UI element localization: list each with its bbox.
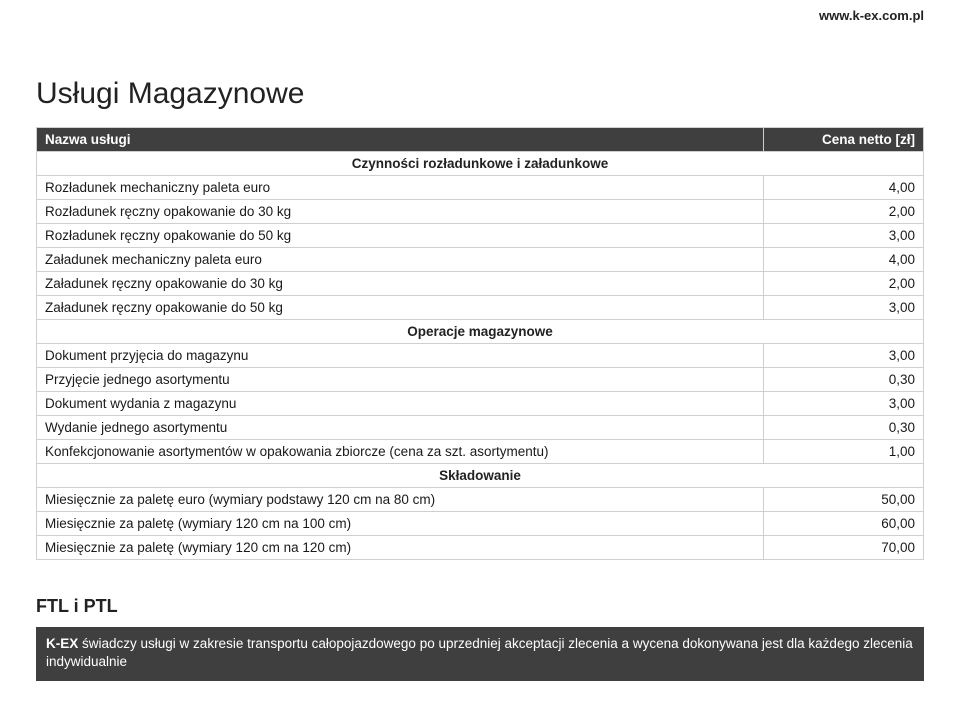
row-label: Miesięcznie za paletę (wymiary 120 cm na… [37,536,764,560]
document-page: www.k-ex.com.pl Usługi Magazynowe Nazwa … [0,0,960,701]
site-url: www.k-ex.com.pl [36,8,924,23]
row-label: Załadunek mechaniczny paleta euro [37,248,764,272]
row-value: 0,30 [764,416,924,440]
table-row: Rozładunek ręczny opakowanie do 50 kg3,0… [37,224,924,248]
section-heading: Operacje magazynowe [37,320,924,344]
table-row: Przyjęcie jednego asortymentu0,30 [37,368,924,392]
table-row: Miesięcznie za paletę euro (wymiary pods… [37,488,924,512]
ftl-heading: FTL i PTL [36,596,924,617]
ftl-brand: K-EX [46,636,78,651]
col-header-name: Nazwa usługi [37,128,764,152]
ftl-text: świadczy usługi w zakresie transportu ca… [46,636,913,669]
row-value: 60,00 [764,512,924,536]
row-value: 3,00 [764,392,924,416]
row-label: Dokument przyjęcia do magazynu [37,344,764,368]
page-title: Usługi Magazynowe [36,77,924,111]
table-row: Dokument przyjęcia do magazynu3,00 [37,344,924,368]
section-heading-row: Czynności rozładunkowe i załadunkowe [37,152,924,176]
table-row: Załadunek ręczny opakowanie do 30 kg2,00 [37,272,924,296]
section-heading-row: Składowanie [37,464,924,488]
table-row: Miesięcznie za paletę (wymiary 120 cm na… [37,512,924,536]
row-label: Konfekcjonowanie asortymentów w opakowan… [37,440,764,464]
row-label: Wydanie jednego asortymentu [37,416,764,440]
col-header-price: Cena netto [zł] [764,128,924,152]
row-value: 70,00 [764,536,924,560]
row-value: 0,30 [764,368,924,392]
row-value: 3,00 [764,344,924,368]
row-label: Załadunek ręczny opakowanie do 30 kg [37,272,764,296]
row-value: 3,00 [764,296,924,320]
table-row: Rozładunek ręczny opakowanie do 30 kg2,0… [37,200,924,224]
table-row: Miesięcznie za paletę (wymiary 120 cm na… [37,536,924,560]
table-row: Dokument wydania z magazynu3,00 [37,392,924,416]
row-label: Miesięcznie za paletę (wymiary 120 cm na… [37,512,764,536]
row-value: 2,00 [764,200,924,224]
table-row: Rozładunek mechaniczny paleta euro4,00 [37,176,924,200]
section-heading-row: Operacje magazynowe [37,320,924,344]
row-label: Rozładunek mechaniczny paleta euro [37,176,764,200]
table-row: Załadunek ręczny opakowanie do 50 kg3,00 [37,296,924,320]
row-value: 2,00 [764,272,924,296]
table-header-row: Nazwa usługi Cena netto [zł] [37,128,924,152]
pricing-table: Nazwa usługi Cena netto [zł] Czynności r… [36,127,924,560]
row-label: Miesięcznie za paletę euro (wymiary pods… [37,488,764,512]
ftl-band: K-EX świadczy usługi w zakresie transpor… [36,627,924,681]
row-label: Przyjęcie jednego asortymentu [37,368,764,392]
row-label: Rozładunek ręczny opakowanie do 30 kg [37,200,764,224]
row-value: 1,00 [764,440,924,464]
table-row: Konfekcjonowanie asortymentów w opakowan… [37,440,924,464]
row-label: Załadunek ręczny opakowanie do 50 kg [37,296,764,320]
row-value: 4,00 [764,176,924,200]
section-heading: Czynności rozładunkowe i załadunkowe [37,152,924,176]
row-value: 4,00 [764,248,924,272]
row-value: 3,00 [764,224,924,248]
row-label: Rozładunek ręczny opakowanie do 50 kg [37,224,764,248]
table-row: Załadunek mechaniczny paleta euro4,00 [37,248,924,272]
row-value: 50,00 [764,488,924,512]
row-label: Dokument wydania z magazynu [37,392,764,416]
table-row: Wydanie jednego asortymentu0,30 [37,416,924,440]
section-heading: Składowanie [37,464,924,488]
